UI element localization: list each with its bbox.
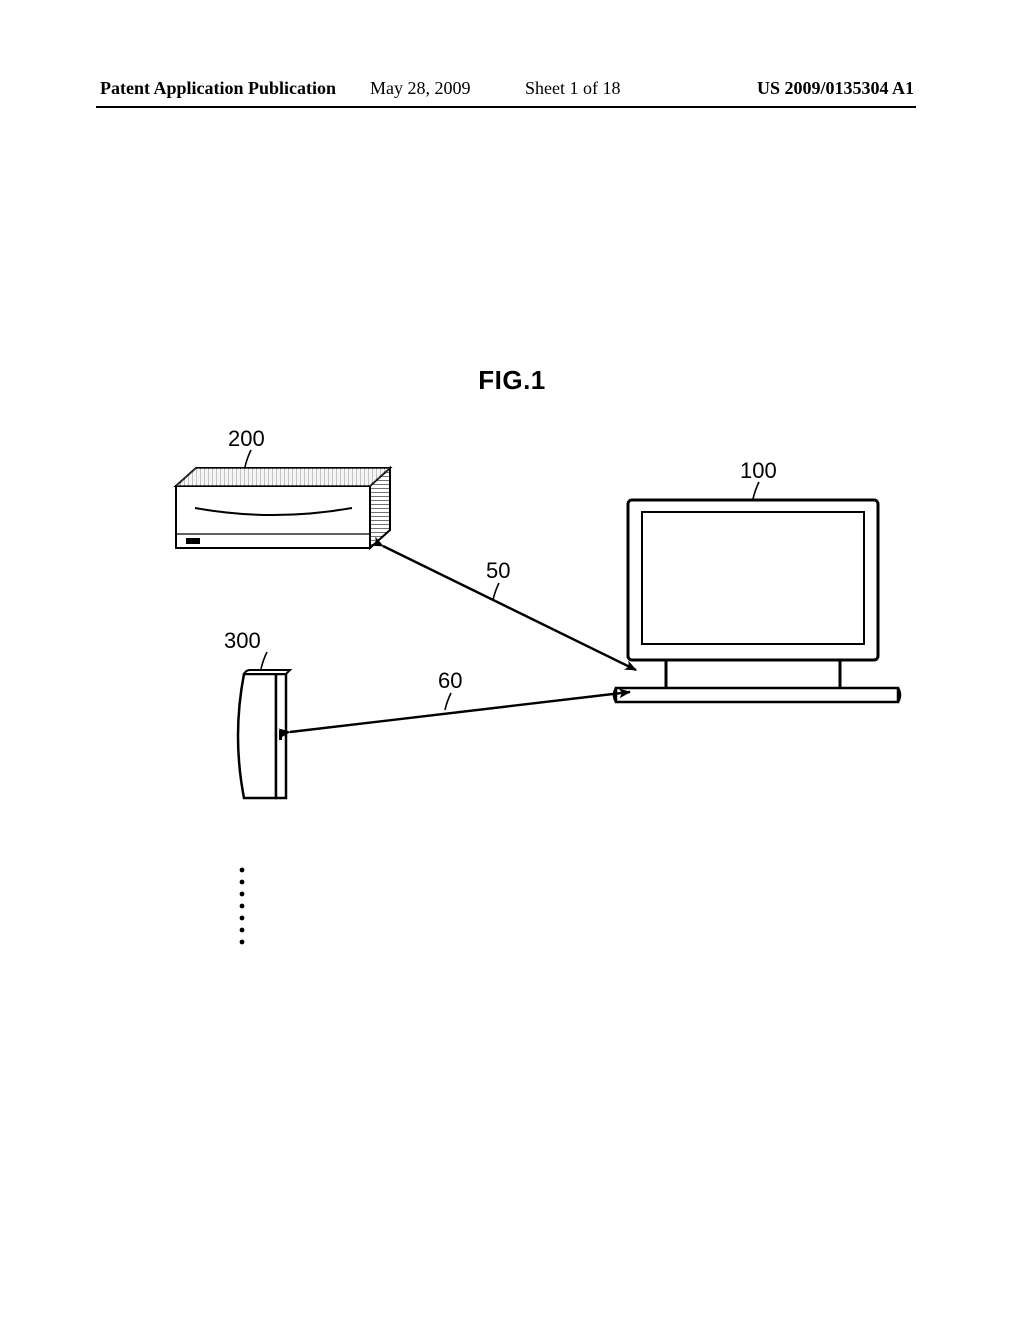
leader-300 xyxy=(261,652,267,669)
device-console xyxy=(238,670,290,798)
device-dvd xyxy=(176,468,390,548)
label-300: 300 xyxy=(224,628,261,654)
figure-diagram xyxy=(0,0,1024,1320)
leader-100 xyxy=(753,482,759,499)
leader-200 xyxy=(245,450,251,467)
cable-60 xyxy=(290,692,630,732)
label-50: 50 xyxy=(486,558,510,584)
leader-60 xyxy=(445,693,451,710)
label-200: 200 xyxy=(228,426,265,452)
device-tv xyxy=(614,500,900,702)
label-100: 100 xyxy=(740,458,777,484)
label-60: 60 xyxy=(438,668,462,694)
leader-50 xyxy=(493,583,499,600)
ellipsis-dots xyxy=(240,868,245,945)
